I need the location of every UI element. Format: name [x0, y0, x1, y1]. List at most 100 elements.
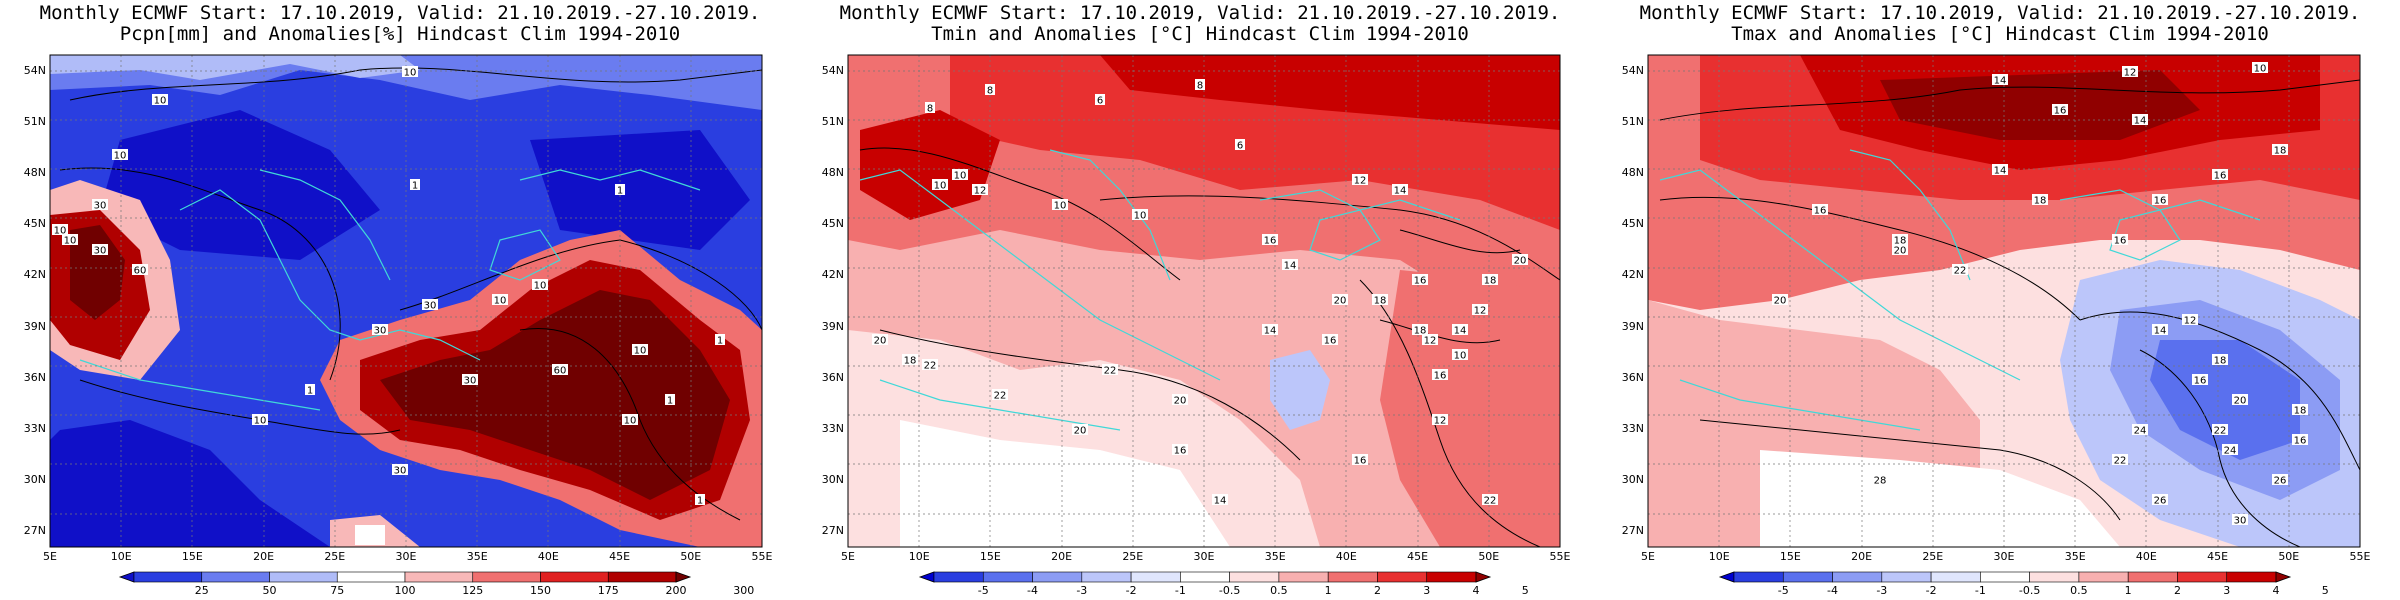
lon-label: 10E: [1708, 550, 1730, 563]
contour-label: 20: [1512, 254, 1528, 267]
svg-text:16: 16: [1434, 371, 1447, 382]
contour-label: 30: [372, 324, 388, 337]
contour-label: 12: [1352, 174, 1368, 187]
svg-text:16: 16: [2054, 106, 2067, 117]
svg-text:10: 10: [634, 346, 647, 357]
colorbar-label: 2: [2174, 584, 2181, 597]
svg-text:14: 14: [2154, 326, 2167, 337]
svg-text:10: 10: [1454, 351, 1467, 362]
lon-label: 40E: [537, 550, 559, 563]
contour-label: 1: [615, 184, 625, 197]
contour-label: 10: [402, 66, 418, 79]
svg-text:20: 20: [1514, 256, 1527, 267]
contour-label: 6: [1095, 94, 1105, 107]
colorbar-segment: [1229, 571, 1280, 583]
svg-text:10: 10: [64, 236, 77, 247]
lat-label: 42N: [821, 268, 844, 282]
lat-label: 33N: [1621, 421, 1644, 435]
svg-text:1: 1: [717, 336, 723, 347]
contour-label: 10: [2252, 62, 2268, 75]
precip-central-dark: [100, 110, 380, 260]
contour-label: 20: [1172, 394, 1188, 407]
contour-label: 22: [1102, 364, 1118, 377]
contour-label: 1: [665, 394, 675, 407]
svg-text:20: 20: [2234, 396, 2247, 407]
contour-label: 10: [1452, 349, 1468, 362]
svg-text:12: 12: [1354, 176, 1367, 187]
colorbar-arrow-left: [1718, 571, 1735, 583]
svg-text:20: 20: [1894, 246, 1907, 257]
svg-text:14: 14: [1264, 326, 1277, 337]
lat-label: 42N: [23, 268, 46, 282]
tmin-colorbar: -5 -4 -3 -2 -1 -0.5 0.5 1 2 3 4 5: [918, 571, 1529, 597]
colorbar-label: 300: [733, 584, 754, 597]
lat-label: 30N: [23, 472, 46, 486]
lat-label: 30N: [821, 472, 844, 486]
tmin-contours: [859, 147, 1560, 547]
svg-text:10: 10: [154, 96, 167, 107]
colorbar-segment: [2127, 571, 2178, 583]
svg-text:18: 18: [2274, 146, 2287, 157]
svg-text:30: 30: [424, 301, 437, 312]
contour-label: 6: [1235, 139, 1245, 152]
tmin-south-white: [900, 420, 1230, 547]
svg-text:16: 16: [2194, 376, 2207, 387]
contour-label: 22: [2212, 424, 2228, 437]
panel-title-line1: Monthly ECMWF Start: 17.10.2019, Valid: …: [39, 2, 761, 24]
contour-label: 10: [622, 414, 638, 427]
precip-coastlines: [79, 169, 701, 411]
lon-label: 25E: [324, 550, 346, 563]
colorbar-segment: [1180, 571, 1230, 583]
svg-text:20: 20: [1074, 426, 1087, 437]
precip-southwest-dark: [50, 420, 330, 547]
svg-text:12: 12: [1434, 416, 1447, 427]
svg-text:60: 60: [134, 266, 147, 277]
colorbar-label: 125: [462, 584, 483, 597]
svg-text:10: 10: [404, 68, 417, 79]
colorbar-segment: [607, 571, 677, 583]
colorbar-segment: [1081, 571, 1132, 583]
colorbar-label: 0.5: [2070, 584, 2088, 597]
tmax-coastlines: [1659, 149, 2261, 431]
lon-label: 5E: [841, 550, 855, 563]
lat-label: 54N: [821, 64, 844, 77]
lat-label: 54N: [23, 64, 46, 77]
svg-text:22: 22: [924, 361, 937, 372]
svg-text:18: 18: [2034, 196, 2047, 207]
lon-label: 40E: [1335, 550, 1357, 563]
contour-label: 1: [715, 334, 725, 347]
lon-label: 25E: [1122, 550, 1144, 563]
lon-label: 15E: [1779, 550, 1801, 563]
colorbar-label: 1: [1325, 584, 1332, 597]
colorbar-arrow-left: [918, 571, 935, 583]
colorbar-segment: [1032, 571, 1083, 583]
svg-text:28: 28: [1874, 476, 1887, 487]
contour-label: 16: [1262, 234, 1278, 247]
tmin-frame: [847, 54, 1561, 548]
tmin-coastlines: [859, 149, 1461, 431]
svg-text:30: 30: [394, 466, 407, 477]
contour-label: 12: [2122, 66, 2138, 79]
svg-text:16: 16: [2154, 196, 2167, 207]
svg-text:8: 8: [927, 104, 933, 115]
lon-label: 35E: [466, 550, 488, 563]
tmin-map: 8861010121010861614121418162012161412101…: [847, 54, 1561, 597]
svg-text:20: 20: [1174, 396, 1187, 407]
svg-text:14: 14: [1994, 166, 2007, 177]
lat-label: 27N: [821, 524, 844, 537]
svg-text:18: 18: [1374, 296, 1387, 307]
lat-label: 36N: [1621, 370, 1644, 384]
svg-text:18: 18: [1484, 276, 1497, 287]
contour-label: 8: [925, 102, 935, 115]
tmin-contour-labels: 8 8 6 10 10 12 10 10 8 6 16 14 12 14 18 16 20 12 16 14 12 10 1…: [872, 79, 1528, 507]
contour-label: 20: [1072, 424, 1088, 437]
lat-label: 45N: [23, 217, 46, 231]
contour-label: 12: [972, 184, 988, 197]
colorbar-label: -5: [978, 584, 989, 597]
colorbar-arrow-right: [675, 571, 692, 583]
contour-label: 60: [552, 364, 568, 377]
colorbar-label: -0.5: [2019, 584, 2040, 597]
contour-label: 20: [872, 334, 888, 347]
contour-label: 14: [1392, 184, 1408, 197]
